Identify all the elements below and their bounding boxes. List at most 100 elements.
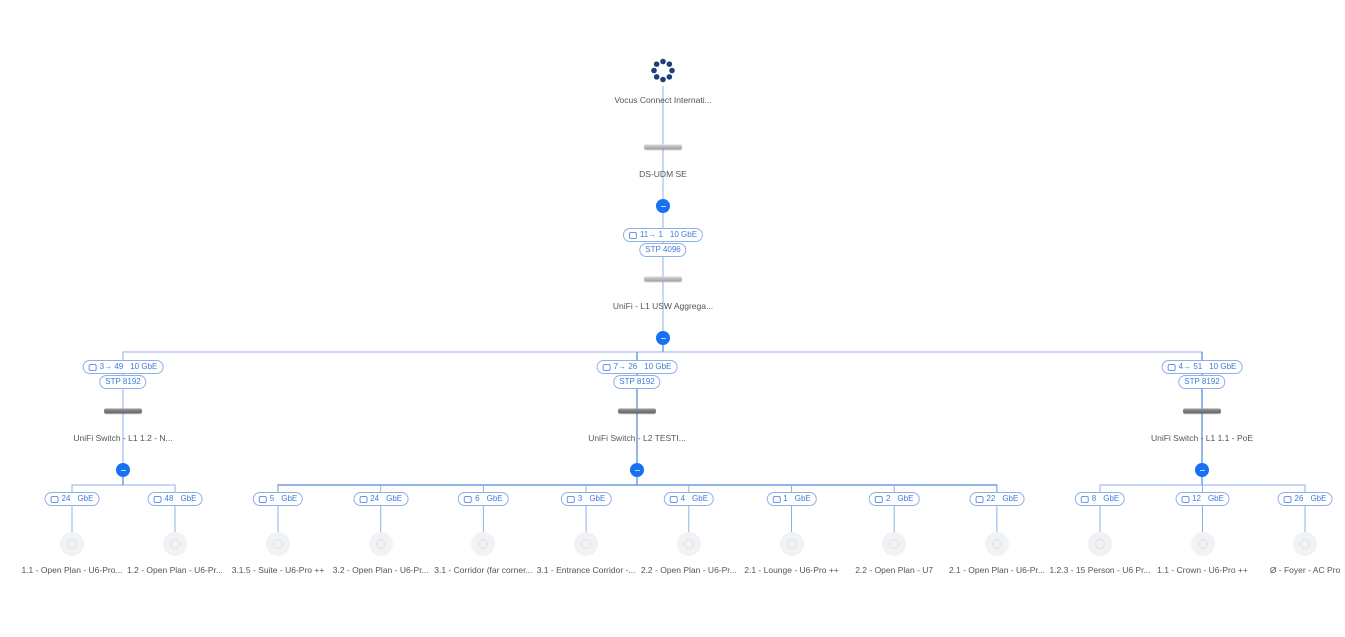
ap-port-badge: 12 GbE [1175,492,1230,506]
port-number: 24 [370,494,380,503]
switch-label[interactable]: UniFi Switch - L1 1.2 - N... [73,433,173,443]
link-speed: 10 GbE [130,362,158,371]
ethernet-port-icon [669,495,678,503]
access-point-icon[interactable] [1293,532,1317,556]
port-number: 6 [475,494,480,503]
child-bus [277,484,998,492]
ap-port-badge: 8 GbE [1074,492,1126,506]
link-speed: GbE [692,494,709,503]
link-speed: GbE [897,494,914,503]
port-number: 8 [1091,494,1097,503]
ap-port-badge: 24 GbE [353,492,409,506]
access-point-icon[interactable] [882,532,907,556]
access-point-label[interactable]: 1.1 - Crown - U6-Pro ++ [1157,565,1248,575]
collapse-button[interactable] [630,463,644,477]
access-point-label[interactable]: 2.2 - Open Plan - U6-Pr... [640,565,737,575]
switch-device-icon[interactable] [1183,408,1221,414]
switch-device-icon[interactable] [618,408,656,414]
access-point-label[interactable]: Ø - Foyer - AC Pro [1269,565,1341,575]
port-number: 4→ 51 [1178,362,1203,371]
link-speed: GbE [77,494,94,503]
port-number: 24 [61,494,71,503]
access-point-icon[interactable] [266,532,290,556]
ap-port-badge: 1 GbE [766,492,817,506]
ap-port-badge: 6 GbE [458,492,509,506]
link-speed: 10 GbE [669,230,698,239]
port-number: 4 [680,494,686,503]
stp-badge: STP 4096 [639,243,687,257]
switch-label[interactable]: UniFi Switch - L1 1.1 - PoE [1150,433,1254,443]
ap-port-badge: 24 GbE [44,492,100,506]
link-speed: GbE [281,494,298,503]
ethernet-port-icon [464,495,473,503]
stp-badge: STP 8192 [1178,375,1226,389]
port-number: 3 [577,494,583,503]
link-speed: GbE [386,494,403,503]
port-number: 22 [986,494,996,503]
access-point-icon[interactable] [779,532,804,556]
switch-bus [122,351,1203,360]
ethernet-port-icon [975,495,984,503]
access-point-icon[interactable] [368,532,393,556]
link-speed: GbE [794,494,811,503]
uplink-port-badge: 4→ 51 10 GbE [1161,360,1243,374]
link-speed: GbE [589,494,606,503]
port-number: 3→ 49 [99,362,124,371]
aggregation-switch-icon[interactable] [644,276,682,282]
switch-label[interactable]: UniFi Switch - L2 TESTI... [588,433,686,443]
access-point-label[interactable]: 1.2 - Open Plan - U6-Pr... [127,565,223,575]
access-point-icon[interactable] [1190,532,1215,556]
access-point-label[interactable]: 1.1 - Open Plan - U6-Pro... [21,565,123,575]
access-point-label[interactable]: 1.2.3 - 15 Person - U6 Pr... [1049,565,1151,575]
port-number: 48 [164,494,174,503]
collapse-button[interactable] [656,331,670,345]
aggregation-switch-label[interactable]: UniFi - L1 USW Aggrega... [612,301,714,311]
internet-label[interactable]: Vocus Connect Internati... [614,95,712,105]
ap-port-badge: 26 GbE [1277,492,1333,506]
ethernet-port-icon [602,363,611,371]
port-number: 7→ 26 [613,362,638,371]
port-number: 2 [885,494,891,503]
access-point-icon[interactable] [163,532,187,556]
stp-badge: STP 8192 [99,375,147,389]
collapse-button[interactable] [116,463,130,477]
ethernet-port-icon [1080,495,1089,503]
link-speed: 10 GbE [1209,362,1237,371]
stp-badge: STP 8192 [613,375,661,389]
ap-port-badge: 22 GbE [969,492,1025,506]
access-point-icon[interactable] [676,532,701,556]
access-point-icon[interactable] [1088,532,1112,556]
ethernet-port-icon [88,363,97,371]
collapse-button[interactable] [1195,463,1209,477]
uplink-port-badge: 7→ 26 10 GbE [596,360,678,374]
ethernet-port-icon [1167,363,1176,371]
access-point-label[interactable]: 3.2 - Open Plan - U6-Pr... [332,565,429,575]
ap-port-badge: 48 GbE [147,492,203,506]
link-speed: GbE [1207,494,1224,503]
access-point-label[interactable]: 2.2 - Open Plan - U7 [855,565,934,575]
internet-globe-icon [650,58,676,89]
collapse-button[interactable] [656,199,670,213]
access-point-icon[interactable] [574,532,599,556]
ap-port-badge: 3 GbE [560,492,612,506]
access-point-label[interactable]: 2.1 - Lounge - U6-Pro ++ [744,565,839,575]
gateway-device-icon[interactable] [644,144,682,150]
gateway-label[interactable]: DS-UDM SE [639,169,687,179]
access-point-label[interactable]: 2.1 - Open Plan - U6-Pr... [948,565,1045,575]
ethernet-port-icon [628,231,637,239]
ethernet-port-icon [153,495,162,503]
access-point-label[interactable]: 3.1 - Corridor (far corner... [434,565,533,575]
access-point-label[interactable]: 3.1 - Entrance Corridor -... [536,565,636,575]
access-point-icon[interactable] [471,532,496,556]
ethernet-port-icon [359,495,368,503]
port-number: 12 [1192,494,1201,503]
switch-device-icon[interactable] [104,408,142,414]
port-number: 11→ 1 [639,230,663,239]
ap-port-badge: 2 GbE [868,492,920,506]
access-point-icon[interactable] [60,532,84,556]
access-point-label[interactable]: 3.1.5 - Suite - U6-Pro ++ [231,565,325,575]
ethernet-port-icon [566,495,575,503]
access-point-icon[interactable] [984,532,1009,556]
uplink-port-badge: 3→ 49 10 GbE [82,360,164,374]
link-speed: GbE [1310,494,1327,503]
